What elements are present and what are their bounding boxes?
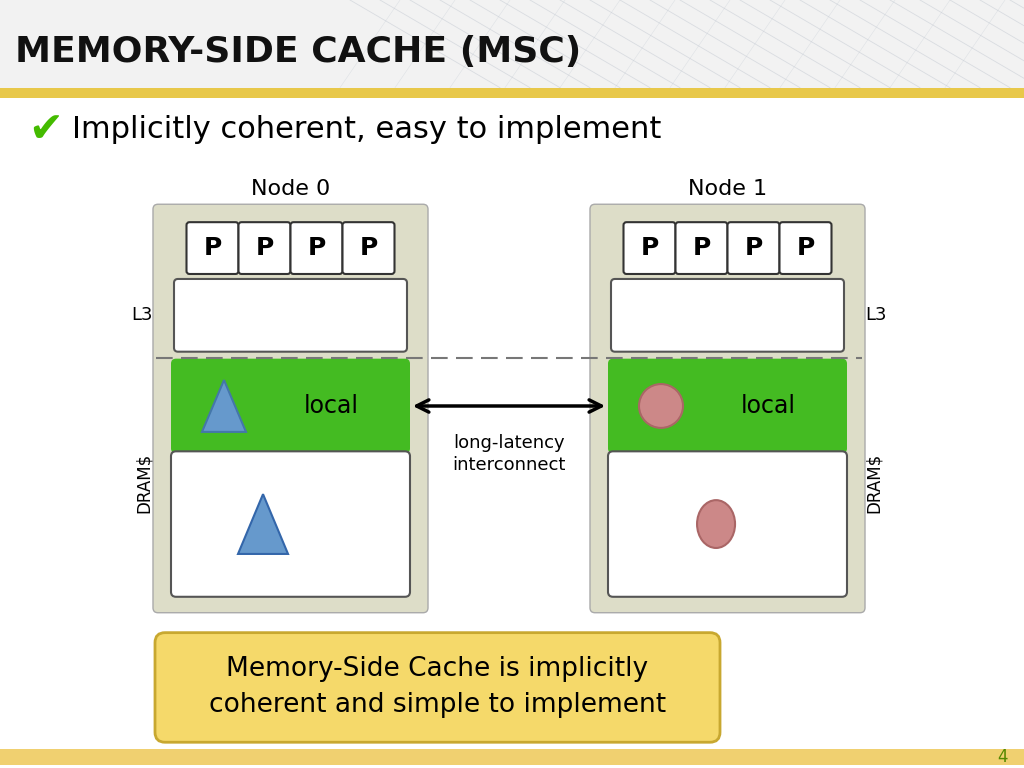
Text: ✔: ✔ bbox=[28, 108, 62, 151]
FancyBboxPatch shape bbox=[611, 279, 844, 352]
Text: P: P bbox=[255, 236, 273, 260]
Text: L3: L3 bbox=[131, 306, 153, 324]
FancyBboxPatch shape bbox=[155, 633, 720, 742]
FancyBboxPatch shape bbox=[153, 204, 428, 613]
Bar bbox=[0, 88, 1024, 98]
Text: MEMORY-SIDE CACHE (MSC): MEMORY-SIDE CACHE (MSC) bbox=[15, 35, 582, 69]
Polygon shape bbox=[202, 380, 246, 432]
FancyBboxPatch shape bbox=[239, 222, 291, 274]
Text: Implicitly coherent, easy to implement: Implicitly coherent, easy to implement bbox=[72, 115, 662, 144]
FancyBboxPatch shape bbox=[608, 452, 847, 597]
Text: DRAM$: DRAM$ bbox=[135, 452, 153, 513]
Text: P: P bbox=[692, 236, 711, 260]
Text: P: P bbox=[359, 236, 378, 260]
Text: Memory-Side Cache is implicitly
coherent and simple to implement: Memory-Side Cache is implicitly coherent… bbox=[209, 657, 666, 718]
FancyBboxPatch shape bbox=[171, 452, 410, 597]
FancyBboxPatch shape bbox=[779, 222, 831, 274]
FancyBboxPatch shape bbox=[174, 279, 407, 352]
Polygon shape bbox=[238, 494, 288, 554]
FancyBboxPatch shape bbox=[624, 222, 676, 274]
Circle shape bbox=[639, 384, 683, 428]
FancyBboxPatch shape bbox=[608, 359, 847, 453]
Text: P: P bbox=[797, 236, 815, 260]
Text: Node 1: Node 1 bbox=[688, 179, 767, 200]
Text: Node 0: Node 0 bbox=[251, 179, 330, 200]
Text: P: P bbox=[204, 236, 221, 260]
FancyBboxPatch shape bbox=[727, 222, 779, 274]
Text: long-latency
interconnect: long-latency interconnect bbox=[453, 434, 565, 474]
Text: P: P bbox=[744, 236, 763, 260]
FancyBboxPatch shape bbox=[186, 222, 239, 274]
Text: L3: L3 bbox=[865, 306, 887, 324]
FancyBboxPatch shape bbox=[676, 222, 727, 274]
Text: P: P bbox=[640, 236, 658, 260]
FancyBboxPatch shape bbox=[590, 204, 865, 613]
Bar bbox=[0, 750, 1024, 765]
Text: local: local bbox=[304, 394, 359, 418]
Bar bbox=[0, 0, 1024, 88]
FancyBboxPatch shape bbox=[171, 359, 410, 453]
Text: DRAM$: DRAM$ bbox=[865, 452, 883, 513]
FancyBboxPatch shape bbox=[342, 222, 394, 274]
FancyBboxPatch shape bbox=[291, 222, 342, 274]
Text: local: local bbox=[741, 394, 797, 418]
Text: 4: 4 bbox=[997, 748, 1008, 766]
Text: P: P bbox=[307, 236, 326, 260]
Ellipse shape bbox=[697, 500, 735, 548]
